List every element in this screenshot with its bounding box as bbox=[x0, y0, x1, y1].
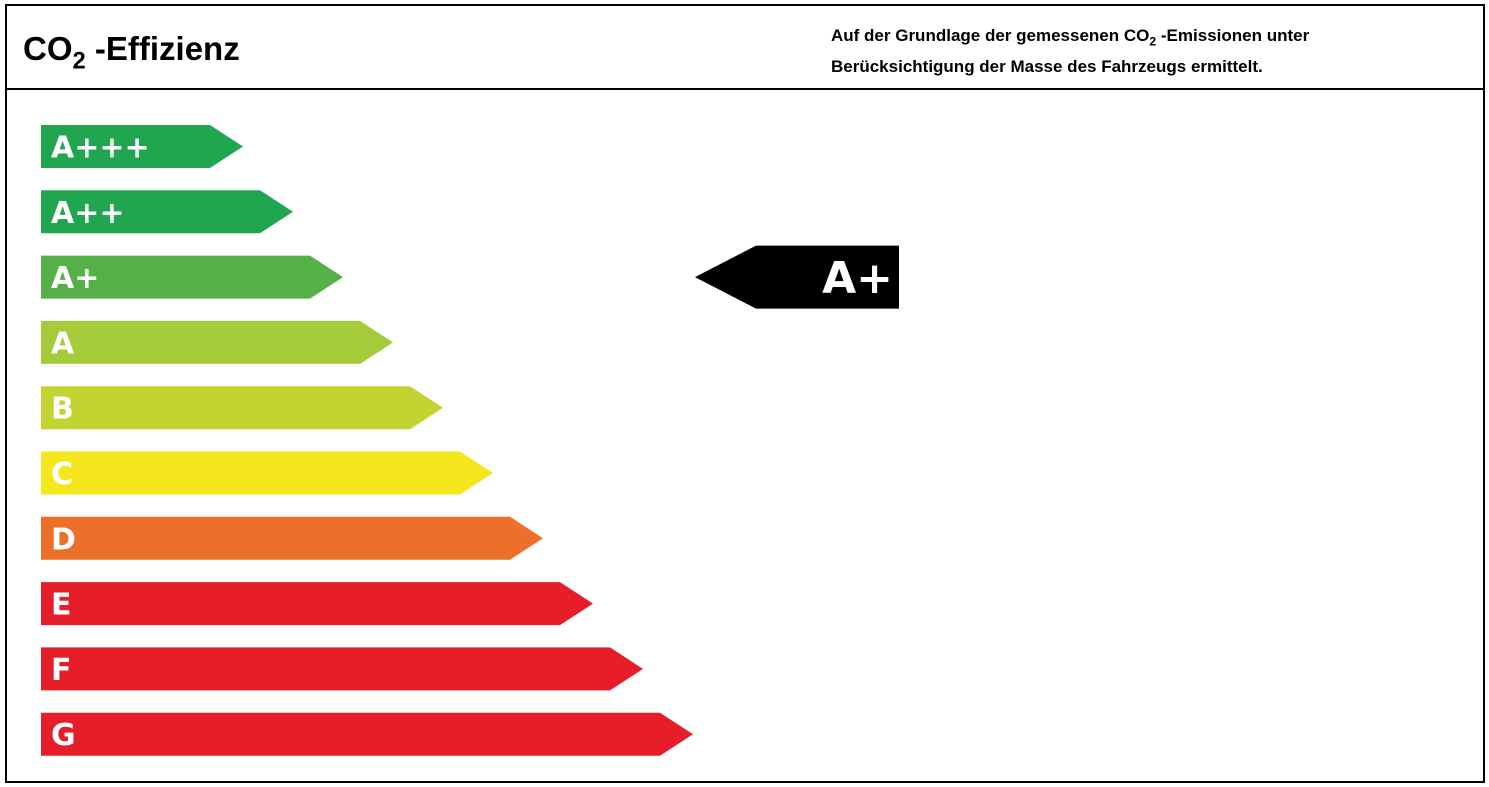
page-title: CO2 -Effizienz bbox=[23, 30, 240, 75]
bar-shape bbox=[41, 516, 543, 560]
bar-label: A+ bbox=[51, 261, 99, 296]
bar-label: C bbox=[51, 457, 73, 492]
bar-label: A+++ bbox=[51, 131, 150, 166]
bar-shape bbox=[41, 647, 643, 691]
bar-shape bbox=[41, 712, 693, 756]
bar-shape bbox=[41, 386, 443, 430]
energy-class-bar-aplusplus: A++ bbox=[41, 190, 293, 234]
indicator-arrow bbox=[695, 245, 899, 309]
bar-label: F bbox=[51, 653, 72, 688]
bar-label: E bbox=[51, 588, 72, 623]
energy-class-bar-c: C bbox=[41, 451, 493, 495]
energy-class-bar-g: G bbox=[41, 712, 693, 756]
energy-class-bar-aplusplusplus: A+++ bbox=[41, 125, 243, 168]
energy-class-bar-aplus: A+ bbox=[41, 255, 343, 299]
description-line-1: Auf der Grundlage der gemessenen CO2 -Em… bbox=[831, 26, 1310, 49]
energy-class-bar-d: D bbox=[41, 516, 543, 560]
title-rest: -Effizienz bbox=[85, 30, 240, 67]
bar-label: A bbox=[51, 326, 75, 361]
bar-label: G bbox=[51, 718, 76, 753]
label-header: CO2 -Effizienz Auf der Grundlage der gem… bbox=[7, 6, 1483, 90]
bar-shape bbox=[41, 125, 243, 168]
energy-class-bar-b: B bbox=[41, 386, 443, 430]
bar-shape bbox=[41, 320, 393, 364]
title-main: CO bbox=[23, 30, 73, 67]
title-subscript: 2 bbox=[72, 47, 86, 75]
bar-label: B bbox=[51, 392, 74, 427]
header-description: Auf der Grundlage der gemessenen CO2 -Em… bbox=[831, 23, 1451, 79]
bar-shape bbox=[41, 582, 593, 626]
energy-class-bar-e: E bbox=[41, 582, 593, 626]
bar-label: D bbox=[51, 522, 76, 557]
energy-class-bar-f: F bbox=[41, 647, 643, 691]
rating-indicator: A+ bbox=[695, 245, 899, 309]
bar-label: A++ bbox=[51, 196, 125, 231]
bar-shape bbox=[41, 255, 343, 299]
bar-shape bbox=[41, 190, 293, 234]
energy-class-bar-a: A bbox=[41, 320, 393, 364]
indicator-label: A+ bbox=[822, 253, 893, 304]
bar-shape bbox=[41, 451, 493, 495]
description-line-2: Berücksichtigung der Masse des Fahrzeugs… bbox=[831, 57, 1263, 77]
